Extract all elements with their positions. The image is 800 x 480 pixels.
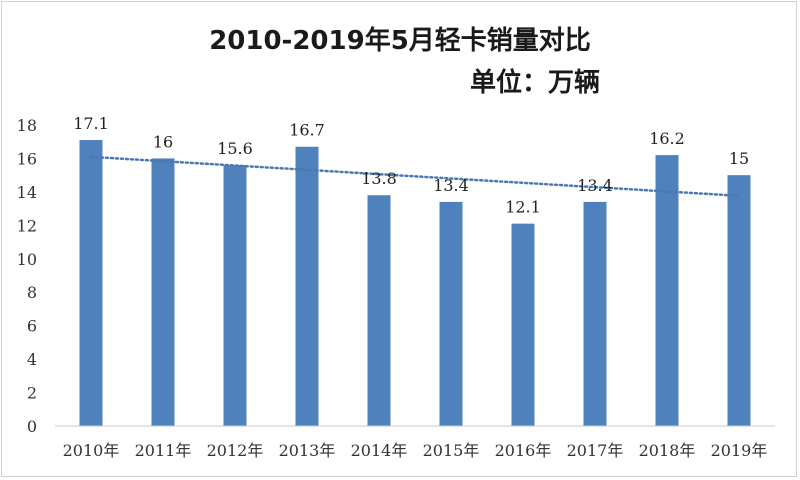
- bar-2011年: [151, 158, 175, 426]
- x-tick-label: 2018年: [639, 441, 696, 460]
- bar-2017年: [583, 201, 607, 426]
- bar-2018年: [655, 155, 679, 426]
- chart-title: 2010-2019年5月轻卡销量对比: [209, 26, 591, 56]
- data-label: 17.1: [73, 114, 109, 133]
- y-tick-label: 18: [17, 116, 37, 135]
- x-tick-label: 2011年: [135, 441, 192, 460]
- x-tick-label: 2010年: [63, 441, 120, 460]
- y-axis: 0 2 4 6 8 10 12 14 16 18: [17, 116, 37, 436]
- y-tick-label: 12: [17, 216, 37, 235]
- data-label: 15.6: [217, 139, 253, 158]
- x-axis: 2010年 2011年 2012年 2013年 2014年 2015年 2016年 2017年…: [55, 425, 775, 460]
- data-label: 15: [729, 149, 749, 168]
- bar-2019年: [727, 175, 751, 426]
- bar-2015年: [439, 201, 463, 426]
- data-labels: 17.1 16 15.6 16.7 13.8 13.4 12.1 13.4 16.2 15: [73, 114, 749, 217]
- data-label: 16: [153, 132, 173, 151]
- bar-2014年: [367, 195, 391, 426]
- data-label: 13.4: [577, 176, 613, 195]
- bar-2012年: [223, 165, 247, 426]
- y-tick-label: 10: [17, 250, 37, 269]
- y-tick-label: 2: [27, 384, 37, 403]
- x-tick-label: 2016年: [495, 441, 552, 460]
- trendline: [89, 155, 741, 198]
- x-tick-label: 2017年: [567, 441, 624, 460]
- y-tick-label: 0: [27, 417, 37, 436]
- data-label: 13.4: [433, 176, 469, 195]
- y-tick-label: 6: [27, 317, 37, 336]
- x-tick-label: 2019年: [711, 441, 768, 460]
- x-tick-label: 2012年: [207, 441, 264, 460]
- bar-2016年: [511, 223, 535, 426]
- trendline-group: [89, 155, 741, 198]
- y-tick-label: 8: [27, 283, 37, 302]
- data-label: 16.7: [289, 121, 325, 140]
- bars: [79, 140, 751, 427]
- y-tick-label: 14: [17, 183, 37, 202]
- chart-subtitle: 单位：万辆: [469, 68, 600, 98]
- data-label: 12.1: [505, 198, 541, 217]
- x-tick-label: 2015年: [423, 441, 480, 460]
- bar-2013年: [295, 146, 319, 426]
- data-label: 16.2: [649, 129, 685, 148]
- y-tick-label: 16: [17, 149, 37, 168]
- bar-2010年: [79, 140, 103, 427]
- data-label: 13.8: [361, 169, 397, 188]
- x-tick-label: 2014年: [351, 441, 408, 460]
- x-tick-label: 2013年: [279, 441, 336, 460]
- y-tick-label: 4: [27, 350, 37, 369]
